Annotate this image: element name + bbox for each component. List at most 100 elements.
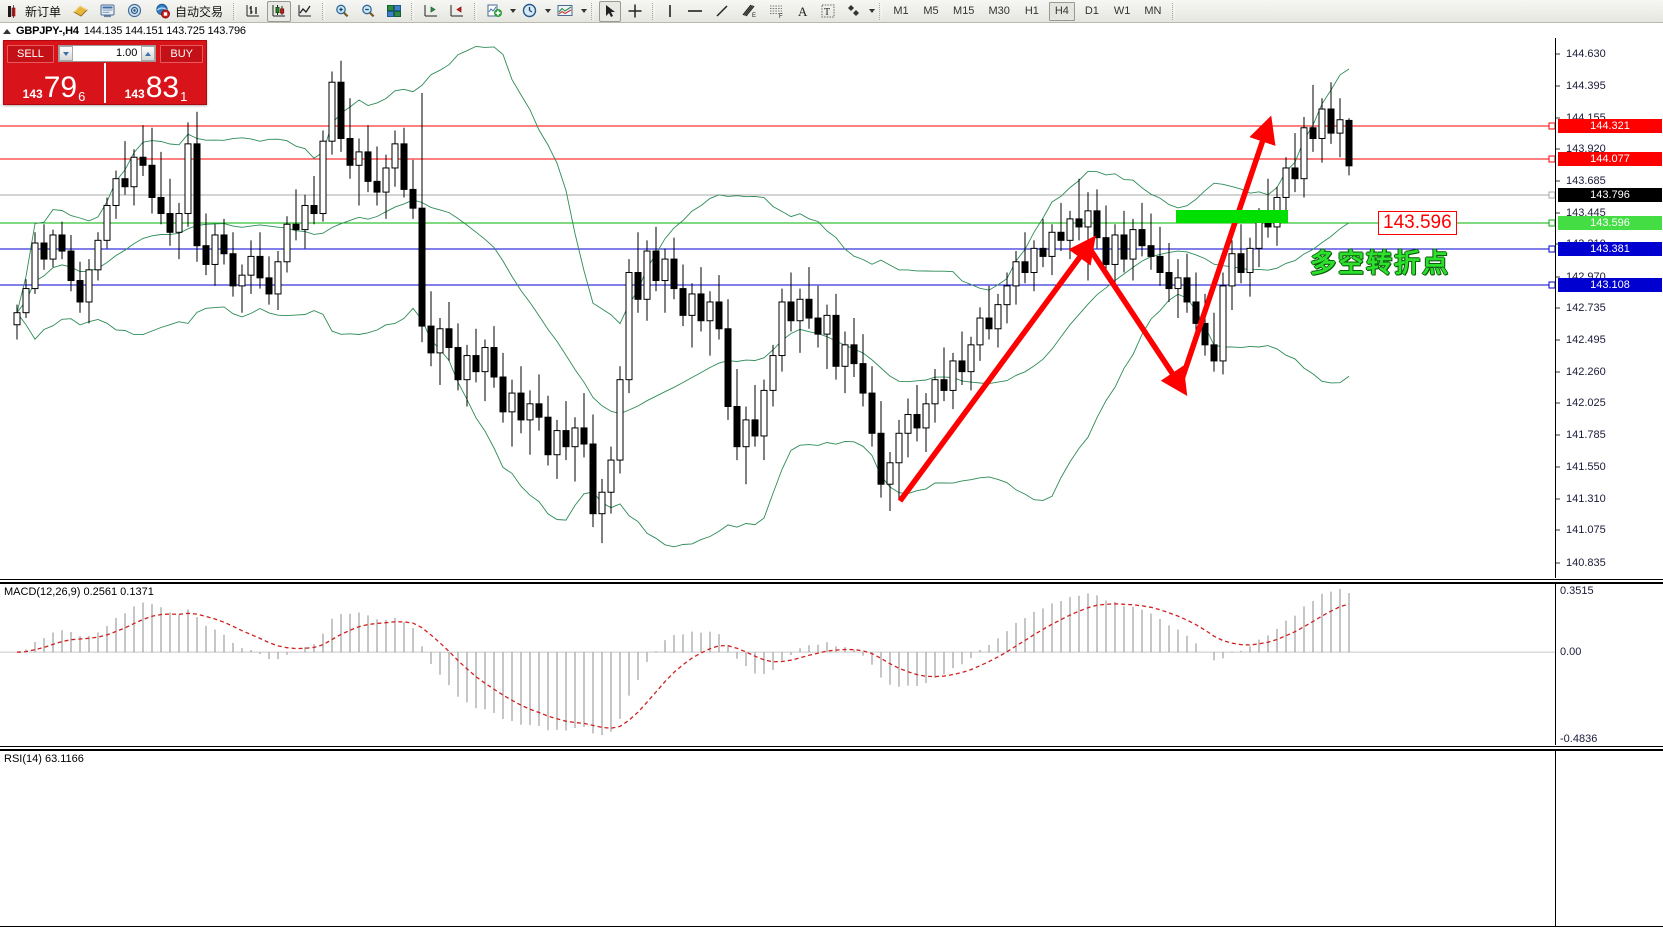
symbol-name: GBPJPY-,H4 — [16, 25, 79, 37]
toolbar-separator-5 — [591, 2, 595, 20]
tile-windows-icon — [386, 3, 402, 19]
rsi-plot[interactable] — [0, 751, 1555, 926]
chart-area: 多空转折点 143.596 144.630 144.395 144.155 143.9… — [0, 38, 1663, 926]
timeframe-h4[interactable]: H4 — [1048, 1, 1075, 21]
price-marker-tag[interactable]: 143.796 — [1558, 188, 1662, 202]
price-marker-tag[interactable]: 143.381 — [1558, 242, 1662, 256]
shapes-button[interactable] — [842, 1, 866, 22]
chart-shift-icon — [423, 3, 439, 19]
text-label-button[interactable]: T — [816, 1, 840, 22]
price-marker-tag[interactable]: 143.596 — [1558, 216, 1662, 230]
navigator-icon — [126, 3, 143, 19]
price-tick — [1556, 212, 1560, 214]
periods-dropdown-caret[interactable] — [545, 9, 552, 13]
price-tick — [1556, 180, 1560, 182]
crosshair-button[interactable] — [623, 1, 647, 22]
fibonacci-button[interactable]: F — [764, 1, 790, 22]
vertical-line-icon — [664, 3, 676, 19]
price-tick — [1556, 339, 1560, 341]
templates-button[interactable] — [552, 1, 578, 22]
timeframe-d1[interactable]: D1 — [1084, 5, 1099, 17]
timeframe-h1[interactable]: H1 — [1024, 5, 1039, 17]
tile-windows-button[interactable] — [382, 1, 406, 22]
timeframe-w1[interactable]: W1 — [1113, 5, 1131, 17]
auto-scroll-button[interactable] — [445, 1, 469, 22]
macd-tick-label: -0.4836 — [1560, 733, 1598, 745]
price-axis[interactable]: 144.630 144.395 144.155 143.920 143.685 143.4… — [1555, 38, 1663, 578]
rsi-axis[interactable] — [1555, 751, 1663, 926]
macd-plot[interactable] — [0, 584, 1555, 745]
price-tick-label: 141.550 — [1566, 460, 1606, 473]
buy-price-button[interactable]: 143 83 1 — [104, 63, 206, 103]
trendline-button[interactable] — [710, 1, 734, 22]
buy-button-small[interactable]: BUY — [160, 44, 203, 63]
chart-shift-button[interactable] — [419, 1, 443, 22]
autotrade-button[interactable]: 自动交易 — [149, 1, 228, 22]
price-marker-tag[interactable]: 144.321 — [1558, 119, 1662, 133]
time-axis[interactable] — [0, 926, 1663, 946]
main-toolbar: 新订单 — [0, 0, 1663, 23]
periods-button[interactable] — [517, 1, 542, 22]
metaeditor-button[interactable] — [68, 1, 93, 22]
auto-scroll-icon — [449, 3, 465, 19]
timeframe-mn[interactable]: MN — [1144, 5, 1162, 17]
macd-axis[interactable]: 0.3515 0.00 -0.4836 — [1555, 584, 1663, 745]
bar-chart-button[interactable] — [241, 1, 265, 22]
price-plot[interactable]: 多空转折点 143.596 — [0, 38, 1555, 578]
timeframe-m1[interactable]: M1 — [893, 5, 909, 17]
price-tick-label: 142.495 — [1566, 334, 1606, 347]
toolbar-separator-2 — [322, 2, 326, 20]
navigator-button[interactable] — [122, 1, 147, 22]
price-tick — [1556, 402, 1560, 404]
price-marker-tag[interactable]: 144.077 — [1558, 152, 1662, 166]
equidistant-channel-button[interactable]: E — [736, 1, 762, 22]
volume-input[interactable]: 1.00 — [72, 46, 142, 61]
sell-button-small[interactable]: SELL — [7, 44, 54, 63]
line-chart-icon — [297, 3, 313, 19]
pane-splitter-2[interactable] — [0, 746, 1663, 750]
timeframe-m15[interactable]: M15 — [953, 5, 975, 17]
timeframe-m5[interactable]: M5 — [923, 5, 939, 17]
cursor-button[interactable] — [599, 0, 622, 22]
toolbar-separator-7 — [879, 2, 883, 20]
zoom-out-button[interactable] — [356, 1, 380, 22]
terminal-button[interactable] — [95, 1, 120, 22]
sell-price-button[interactable]: 143 79 6 — [4, 63, 104, 104]
shapes-dropdown-caret[interactable] — [869, 9, 876, 13]
candlestick-chart-button[interactable] — [267, 0, 292, 22]
line-chart-button[interactable] — [293, 1, 317, 22]
indicators-button[interactable] — [482, 1, 507, 22]
vertical-line-button[interactable] — [660, 1, 680, 22]
price-tick — [1556, 117, 1560, 119]
rsi-label: RSI(14) 63.1166 — [4, 753, 84, 765]
price-pane[interactable]: 多空转折点 143.596 144.630 144.395 144.155 143.9… — [0, 38, 1663, 578]
pane-splitter-1[interactable] — [0, 579, 1663, 583]
new-order-button[interactable]: 新订单 — [1, 1, 66, 22]
horizontal-line-button[interactable] — [682, 1, 708, 22]
price-tick — [1556, 562, 1560, 564]
trade-panel-quotes: 143 79 6 143 83 1 — [4, 63, 206, 103]
volume-increase-button[interactable] — [141, 46, 156, 61]
price-tick-label: 143.685 — [1566, 174, 1606, 187]
volume-stepper[interactable]: 1.00 — [57, 45, 157, 62]
zoom-in-button[interactable] — [330, 1, 354, 22]
indicators-dropdown-caret[interactable] — [510, 9, 517, 13]
toolbar-separator-3 — [411, 2, 415, 20]
price-marker-tag[interactable]: 143.108 — [1558, 278, 1662, 292]
templates-dropdown-caret[interactable] — [581, 9, 588, 13]
price-tick — [1556, 371, 1560, 373]
buy-price-prefix: 143 — [124, 87, 145, 101]
horizontal-line-icon — [686, 3, 704, 19]
sell-price-prefix: 143 — [22, 87, 43, 101]
rsi-pane[interactable]: RSI(14) 63.1166 — [0, 750, 1663, 926]
price-chart-svg — [0, 45, 1555, 548]
volume-decrease-button[interactable] — [58, 46, 73, 61]
macd-chart-svg — [0, 589, 1555, 736]
bar-chart-icon — [245, 3, 261, 19]
chart-annotation-text: 多空转折点 — [1310, 249, 1451, 279]
text-button[interactable]: A — [792, 1, 814, 22]
indicators-icon — [486, 3, 503, 19]
timeframe-m30[interactable]: M30 — [988, 5, 1010, 17]
macd-pane[interactable]: MACD(12,26,9) 0.2561 0.1371 0.3515 0.00 -0… — [0, 583, 1663, 745]
